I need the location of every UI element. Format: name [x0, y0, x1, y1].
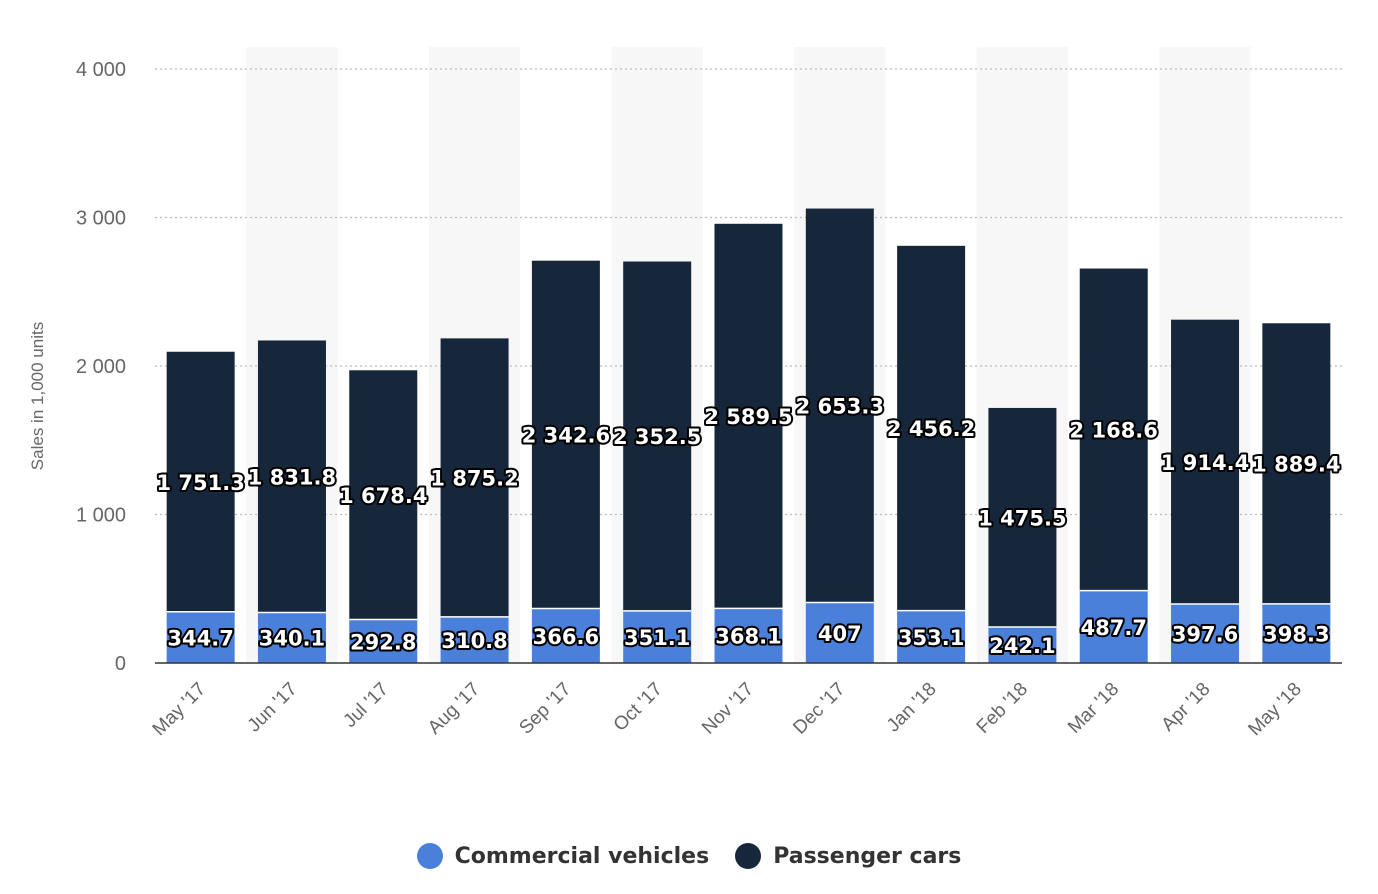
bar-commercial-vehicles[interactable] — [257, 612, 326, 663]
x-tick-label: Aug '17 — [424, 679, 484, 739]
data-label-passenger-cars: 2 168.6 — [1070, 419, 1158, 443]
bar-commercial-vehicles[interactable] — [349, 619, 418, 663]
data-label-commercial-vehicles: 353.1 — [898, 626, 964, 650]
bar-passenger-cars[interactable] — [257, 340, 326, 613]
y-tick-label: 1 000 — [76, 505, 126, 527]
bar-passenger-cars[interactable] — [1171, 319, 1240, 604]
bar-passenger-cars[interactable] — [714, 223, 783, 609]
bar-passenger-cars[interactable] — [531, 260, 600, 609]
legend-label: Passenger cars — [773, 843, 962, 869]
bar-commercial-vehicles[interactable] — [1079, 590, 1148, 663]
stacked-bar-chart: 0 1 000 2 000 3 000 4 000 Sales in 1,000 uni… — [28, 59, 1343, 741]
data-label-commercial-vehicles: 487.7 — [1081, 616, 1147, 640]
x-tick-label: Mar '18 — [1064, 679, 1123, 738]
legend-swatch-passenger-cars — [735, 843, 762, 869]
data-label-passenger-cars: 2 589.5 — [704, 405, 792, 429]
data-label-commercial-vehicles: 368.1 — [715, 625, 781, 649]
y-axis-tick-labels: 0 1 000 2 000 3 000 4 000 — [76, 59, 126, 675]
bar-passenger-cars[interactable] — [1079, 268, 1148, 591]
bar-commercial-vehicles[interactable] — [805, 602, 874, 663]
legend: Commercial vehicles Passenger cars — [0, 836, 1378, 876]
data-label-passenger-cars: 2 342.6 — [522, 424, 610, 448]
bar-passenger-cars[interactable] — [1262, 323, 1331, 604]
data-label-passenger-cars: 1 678.4 — [339, 484, 427, 508]
data-label-passenger-cars: 1 889.4 — [1252, 453, 1340, 477]
data-label-commercial-vehicles: 397.6 — [1172, 622, 1238, 646]
data-label-passenger-cars: 2 653.3 — [796, 395, 884, 419]
data-label-passenger-cars: 1 751.3 — [156, 471, 244, 495]
x-tick-label: Dec '17 — [789, 679, 849, 739]
bars — [166, 208, 1331, 663]
bar-passenger-cars[interactable] — [805, 208, 874, 603]
data-label-commercial-vehicles: 340.1 — [259, 627, 325, 651]
bar-commercial-vehicles[interactable] — [1171, 603, 1240, 663]
x-tick-label: Jan '18 — [883, 679, 941, 737]
legend-swatch-commercial-vehicles — [416, 843, 443, 869]
bar-commercial-vehicles[interactable] — [897, 610, 966, 663]
y-tick-label: 2 000 — [76, 356, 126, 378]
y-tick-label: 0 — [115, 653, 126, 675]
x-tick-label: Apr '18 — [1158, 679, 1215, 736]
data-labels: 344.7 1 751.3 340.1 1 831.8 292.8 1 678.4 310.… — [154, 393, 1342, 660]
data-label-passenger-cars: 1 831.8 — [248, 465, 336, 489]
x-tick-label: Jun '17 — [244, 679, 302, 737]
x-axis-tick-labels: May '17 Jun '17 Jul '17 Aug '17 Sep '17 Oct '… — [149, 679, 1306, 740]
data-label-passenger-cars: 1 875.2 — [430, 467, 518, 491]
bar-commercial-vehicles[interactable] — [623, 610, 692, 663]
bar-commercial-vehicles[interactable] — [440, 616, 509, 663]
bar-commercial-vehicles[interactable] — [988, 627, 1057, 663]
bar-passenger-cars[interactable] — [166, 351, 235, 612]
data-label-passenger-cars: 1 475.5 — [978, 506, 1066, 530]
x-tick-label: Jul '17 — [340, 679, 393, 732]
y-tick-label: 4 000 — [76, 59, 126, 81]
bar-passenger-cars[interactable] — [440, 338, 509, 617]
x-tick-label: Oct '17 — [610, 679, 667, 736]
bar-passenger-cars[interactable] — [897, 245, 966, 611]
legend-label: Commercial vehicles — [454, 843, 710, 869]
y-tick-label: 3 000 — [76, 208, 126, 230]
bar-passenger-cars[interactable] — [349, 370, 418, 620]
bar-commercial-vehicles[interactable] — [166, 611, 235, 663]
x-tick-label: Feb '18 — [973, 679, 1032, 738]
data-label-commercial-vehicles: 242.1 — [989, 634, 1055, 658]
x-tick-label: Nov '17 — [698, 679, 758, 739]
x-tick-label: Sep '17 — [515, 679, 575, 739]
bar-passenger-cars[interactable] — [988, 407, 1057, 628]
x-tick-label: May '17 — [149, 679, 210, 740]
data-label-passenger-cars: 2 456.2 — [887, 417, 975, 441]
data-label-passenger-cars: 2 352.5 — [613, 425, 701, 449]
data-label-commercial-vehicles: 366.6 — [533, 625, 599, 649]
x-tick-label: May '18 — [1244, 679, 1305, 740]
legend-item-passenger-cars[interactable]: Passenger cars — [735, 843, 961, 869]
bar-commercial-vehicles[interactable] — [714, 608, 783, 663]
data-label-commercial-vehicles: 292.8 — [350, 630, 416, 654]
data-label-commercial-vehicles: 310.8 — [441, 629, 507, 653]
data-label-commercial-vehicles: 398.3 — [1263, 622, 1329, 646]
bar-commercial-vehicles[interactable] — [531, 608, 600, 663]
data-label-commercial-vehicles: 344.7 — [167, 626, 233, 650]
data-label-commercial-vehicles: 351.1 — [624, 626, 690, 650]
bar-commercial-vehicles[interactable] — [1262, 603, 1331, 663]
bar-passenger-cars[interactable] — [623, 261, 692, 611]
data-label-commercial-vehicles: 407 — [818, 622, 862, 646]
data-label-passenger-cars: 1 914.4 — [1161, 451, 1249, 475]
y-axis-title: Sales in 1,000 units — [28, 322, 47, 470]
legend-item-commercial-vehicles[interactable]: Commercial vehicles — [416, 843, 710, 869]
